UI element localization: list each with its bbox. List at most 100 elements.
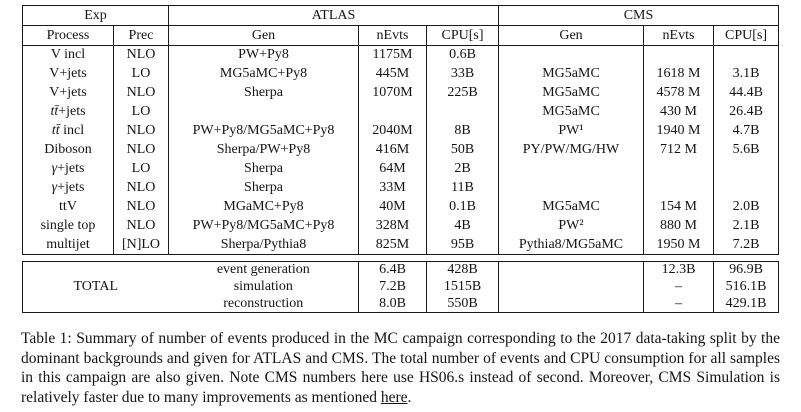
cell-cms_cpu: 26.4B — [712, 102, 779, 122]
header-atlas-gen: Gen — [168, 25, 359, 46]
table-row: multijet [N]LO Sherpa/Pythia8 825M 95B Pythia… — [22, 235, 779, 255]
cell-cms_nevts — [643, 45, 714, 65]
here-link[interactable]: here — [380, 388, 408, 406]
table-row: tt̄+jets LO MG5aMC 430 M 26.4B — [22, 102, 779, 122]
cell-cms_cpu: 96.9B — [713, 261, 779, 279]
cell-process: V incl — [22, 45, 114, 65]
cell-process: multijet — [22, 235, 114, 255]
header-atlas: ATLAS — [168, 5, 499, 26]
total-row: reconstruction 8.0B 550B – 429.1B — [23, 295, 779, 313]
caption-text: Table 1: Summary of number of events pro… — [21, 330, 780, 406]
cell-atlas_nevts: 1175M — [358, 45, 427, 65]
header-column-row: Process Prec Gen nEvts CPU[s] Gen nEvts … — [22, 25, 779, 46]
cell-prec: [N]LO — [113, 235, 169, 255]
cell-cms_cpu: 7.2B — [712, 235, 779, 255]
cell-atlas_gen: Sherpa/Pythia8 — [168, 235, 359, 255]
cell-atlas_cpu: 50B — [426, 140, 499, 160]
cell-atlas_cpu: 4B — [426, 216, 499, 236]
cell-prec: LO — [113, 159, 169, 179]
cell-prec: NLO — [113, 140, 169, 160]
cell-process: single top — [22, 216, 114, 236]
cell-atlas_nevts: 1070M — [358, 83, 427, 103]
total-stage: reconstruction — [223, 295, 304, 311]
cell-prec: NLO — [113, 216, 169, 236]
header-cms: CMS — [497, 5, 779, 26]
cell-cms_cpu: 44.4B — [712, 83, 779, 103]
cell-cms_nevts: 880 M — [643, 216, 714, 236]
cell-cms_cpu — [712, 45, 779, 65]
cell-atlas_gen: Sherpa — [168, 159, 359, 179]
cell-cms_nevts: 430 M — [643, 102, 714, 122]
cell-cms_gen — [498, 295, 644, 313]
cell-process: γ+jets — [22, 178, 114, 198]
cell-atlas_gen: Sherpa — [168, 178, 359, 198]
cell-atlas_nevts: 445M — [358, 64, 427, 84]
cell-cms_nevts — [643, 159, 714, 179]
cell-prec: LO — [113, 102, 169, 122]
cell-cms_nevts — [643, 178, 714, 198]
cell-prec: NLO — [113, 121, 169, 141]
cell-process: γ+jets — [22, 159, 114, 179]
cell-cms_cpu: 2.1B — [712, 216, 779, 236]
cell-cms_gen — [498, 178, 644, 198]
table-row: V+jets NLO Sherpa 1070M 225B MG5aMC 4578 M 44.4… — [22, 83, 779, 103]
table-caption: Table 1: Summary of number of events pro… — [21, 329, 780, 407]
process-math-symbol: tt̄ — [50, 104, 59, 119]
cell-atlas_cpu: 225B — [426, 83, 499, 103]
cell-atlas_cpu: 8B — [426, 121, 499, 141]
table-header: Exp ATLAS CMS Process Prec Gen nEvts CPU… — [22, 5, 779, 46]
cell-process: tt̄+jets — [22, 102, 114, 122]
header-process: Process — [22, 25, 114, 46]
cell-prec: NLO — [113, 197, 169, 217]
cell-atlas_nevts: 8.0B — [358, 295, 427, 313]
total-label: TOTAL — [21, 261, 169, 313]
cell-process: Diboson — [22, 140, 114, 160]
cell-prec: NLO — [113, 45, 169, 65]
cell-atlas_nevts: 825M — [358, 235, 427, 255]
cell-atlas_cpu: 11B — [426, 178, 499, 198]
cell-atlas_gen: Sherpa/PW+Py8 — [168, 140, 359, 160]
cell-atlas_cpu: 95B — [426, 235, 499, 255]
cell-atlas_gen: PW+Py8/MG5aMC+Py8 — [168, 216, 359, 236]
cell-cms_cpu: 516.1B — [713, 278, 779, 296]
cell-atlas_gen: MGaMC+Py8 — [168, 197, 359, 217]
cell-cms_gen: PY/PW/MG/HW — [498, 140, 644, 160]
cell-atlas_gen: PW+Py8/MG5aMC+Py8 — [168, 121, 359, 141]
cell-cms_cpu — [712, 159, 779, 179]
process-math-symbol: γ — [51, 180, 58, 195]
process-math-symbol: tt̄ — [51, 123, 60, 138]
cell-cms_nevts: 1950 M — [643, 235, 714, 255]
cell-cms_cpu — [712, 178, 779, 198]
table-row: V+jets LO MG5aMC+Py8 445M 33B MG5aMC 1618 M 3.1… — [22, 64, 779, 84]
table-body: V incl NLO PW+Py8 1175M 0.6B V+jets LO MG5aMC+P… — [22, 45, 779, 255]
cell-atlas_nevts: 328M — [358, 216, 427, 236]
cell-process: V+jets — [22, 64, 114, 84]
cell-cms_gen: MG5aMC — [498, 102, 644, 122]
cell-cms_nevts: – — [643, 295, 714, 313]
table-row: Diboson NLO Sherpa/PW+Py8 416M 50B PY/PW/MG/H… — [22, 140, 779, 160]
cell-cms_cpu: 4.7B — [712, 121, 779, 141]
cell-atlas_gen: MG5aMC+Py8 — [168, 64, 359, 84]
cell-atlas_gen — [168, 102, 359, 122]
cell-atlas_cpu: 428B — [426, 261, 499, 279]
header-exp: Exp — [22, 5, 169, 26]
table-row: ttV NLO MGaMC+Py8 40M 0.1B MG5aMC 154 M 2.0B — [22, 197, 779, 217]
cell-cms_nevts: 4578 M — [643, 83, 714, 103]
total-row: TOTAL event generation 6.4B 428B 12.3B 9… — [21, 261, 779, 313]
cell-cms_nevts: – — [643, 278, 714, 296]
table-row: γ+jets LO Sherpa 64M 2B — [22, 159, 779, 179]
cell-cms_cpu: 3.1B — [712, 64, 779, 84]
cell-atlas_nevts: 416M — [358, 140, 427, 160]
header-group-row: Exp ATLAS CMS — [22, 5, 779, 26]
cell-atlas_cpu — [426, 102, 499, 122]
total-stage: simulation — [233, 279, 293, 294]
cell-cms_cpu: 2.0B — [712, 197, 779, 217]
cell-atlas_nevts — [358, 102, 427, 122]
cell-cms_gen: Pythia8/MG5aMC — [498, 235, 644, 255]
cell-cms_cpu: 5.6B — [712, 140, 779, 160]
cell-atlas_nevts: 2040M — [358, 121, 427, 141]
caption-period: . — [407, 388, 412, 406]
table-row: γ+jets NLO Sherpa 33M 11B — [22, 178, 779, 198]
total-table: TOTAL event generation 6.4B 428B 12.3B 9… — [21, 261, 780, 313]
